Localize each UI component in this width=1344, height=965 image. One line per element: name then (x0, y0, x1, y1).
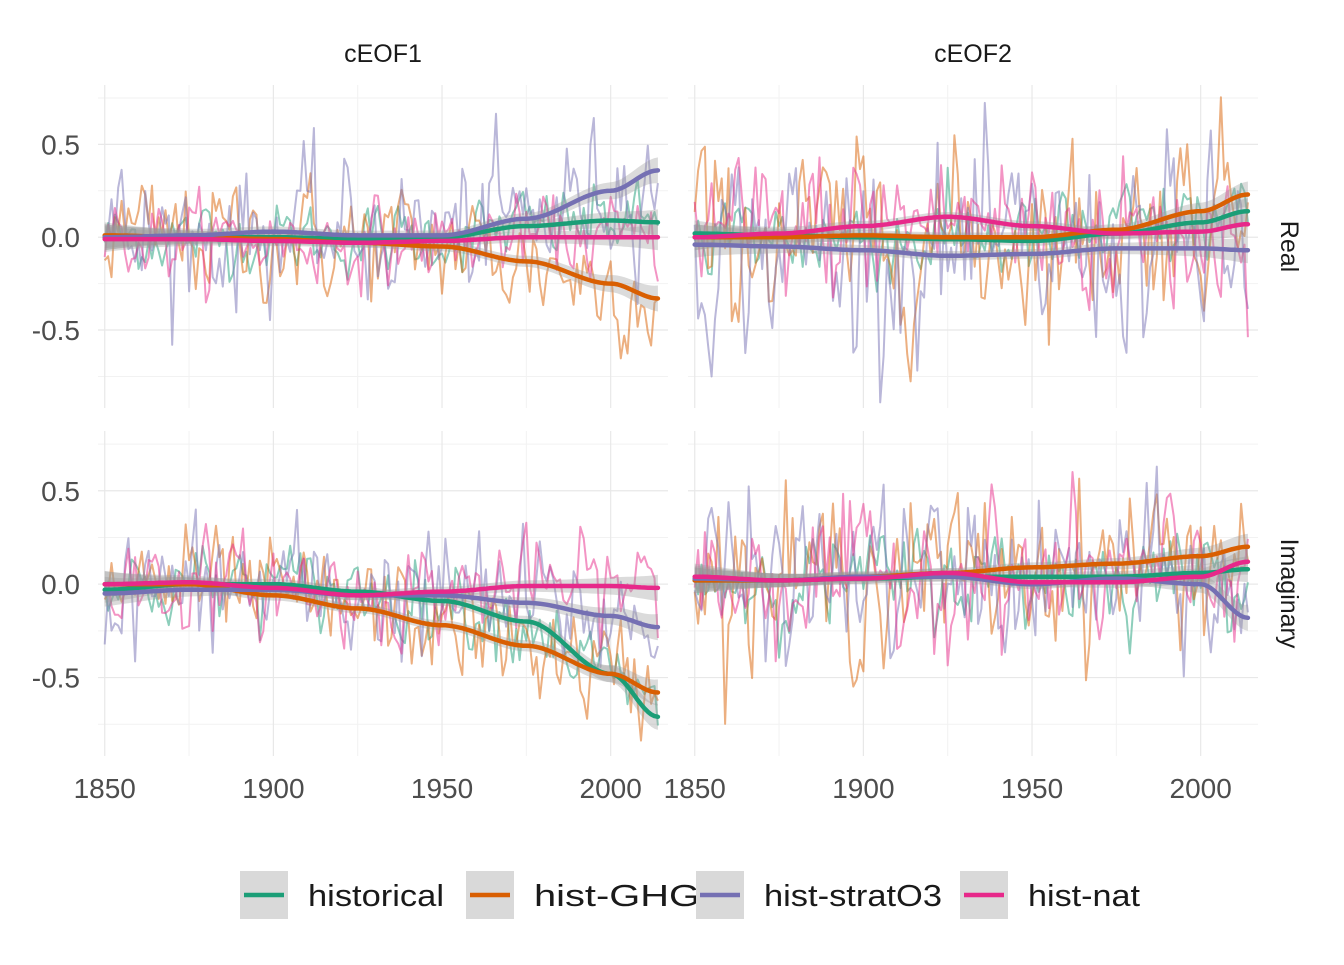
legend-label: hist-nat (1028, 878, 1140, 913)
x-tick-label: 1950 (1001, 773, 1063, 804)
y-tick-label: -0.5 (32, 663, 80, 694)
legend-item-hist-GHG: hist-GHG (466, 871, 700, 919)
y-tick-label: -0.5 (32, 315, 80, 346)
legend-item-hist-stratO3: hist-stratO3 (696, 871, 942, 919)
panel-ceof2-imaginary (688, 431, 1258, 756)
smooth-line-hist-GHG (692, 192, 1251, 240)
facet-column-label: cEOF2 (934, 40, 1012, 68)
x-tick-label: 1850 (664, 773, 726, 804)
legend-label: hist-stratO3 (764, 878, 942, 913)
x-tick-label: 1950 (411, 773, 473, 804)
y-tick-label: 0.0 (41, 569, 80, 600)
smooth-line-hist-nat (692, 214, 1251, 240)
y-tick-label: 0.5 (41, 476, 80, 507)
legend-item-hist-nat: hist-nat (960, 871, 1140, 919)
legend: historical hist-GHG hist-stratO3 hist-nat (240, 871, 1140, 919)
x-tick-label: 1900 (832, 773, 894, 804)
smooth-line-hist-nat (102, 234, 661, 246)
y-tick-label: 0.0 (41, 222, 80, 253)
legend-label: hist-GHG (534, 878, 700, 913)
facet-row-label: Imaginary (1275, 539, 1303, 649)
panel-ceof1-real (98, 85, 668, 408)
smooth-line-hist-nat (102, 580, 661, 598)
raw-line-hist-GHG (103, 172, 659, 360)
smooth-line-hist-nat (692, 559, 1251, 585)
smooth-line-hist-stratO3 (102, 168, 661, 240)
raw-line-hist-nat (103, 185, 659, 304)
smooth-line-hist-stratO3 (692, 242, 1251, 259)
raw-line-historical (693, 527, 1249, 659)
facet-column-label: cEOF1 (344, 40, 422, 68)
facet-row-label: Real (1275, 221, 1303, 272)
legend-label: historical (308, 878, 444, 913)
raw-line-hist-nat (103, 521, 659, 655)
raw-line-hist-stratO3 (693, 465, 1249, 678)
y-tick-label: 0.5 (41, 129, 80, 160)
x-tick-label: 2000 (1170, 773, 1232, 804)
x-tick-label: 1850 (74, 773, 136, 804)
x-tick-label: 1900 (242, 773, 304, 804)
panel-ceof1-imaginary (98, 431, 668, 756)
legend-item-historical: historical (240, 871, 444, 919)
panel-ceof2-real (688, 85, 1258, 408)
x-tick-label: 2000 (580, 773, 642, 804)
